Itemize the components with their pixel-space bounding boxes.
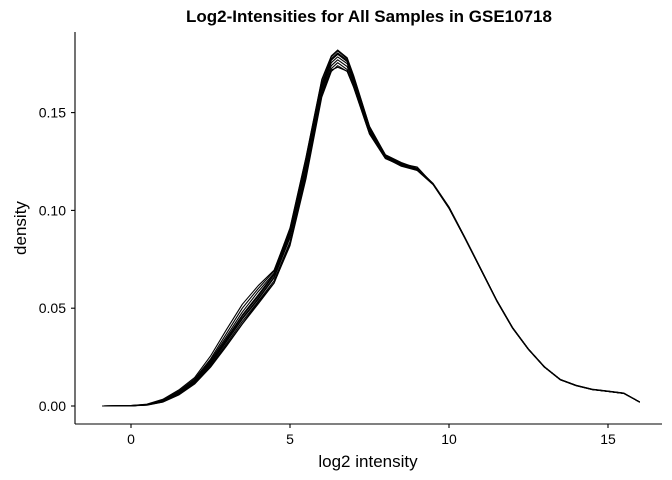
density-curve-3 (102, 49, 641, 407)
y-tick-label: 0.00 (39, 398, 66, 414)
y-axis-ticks: 0.00 0.05 0.10 0.15 (39, 105, 75, 414)
x-tick-label: 5 (286, 431, 294, 447)
x-tick-label: 15 (600, 431, 616, 447)
x-tick-label: 0 (127, 431, 135, 447)
density-curve-2 (102, 65, 641, 407)
chart-title: Log2-Intensities for All Samples in GSE1… (186, 7, 552, 26)
y-axis-title: density (11, 201, 30, 255)
density-curve-7 (102, 50, 641, 407)
x-tick-label: 10 (441, 431, 457, 447)
plot-lines (102, 49, 641, 407)
x-axis-ticks: 0 5 10 15 (127, 424, 616, 447)
density-curve-1 (102, 53, 641, 407)
density-curve-9 (102, 53, 641, 407)
x-axis-title: log2 intensity (318, 452, 418, 471)
density-curve-5 (102, 52, 641, 407)
y-tick-label: 0.05 (39, 300, 66, 316)
y-tick-label: 0.15 (39, 105, 66, 121)
density-curve-4 (102, 59, 641, 407)
density-curve-8 (102, 62, 641, 407)
y-tick-label: 0.10 (39, 202, 66, 218)
density-curve-6 (102, 56, 641, 407)
density-curve-10 (102, 66, 641, 407)
